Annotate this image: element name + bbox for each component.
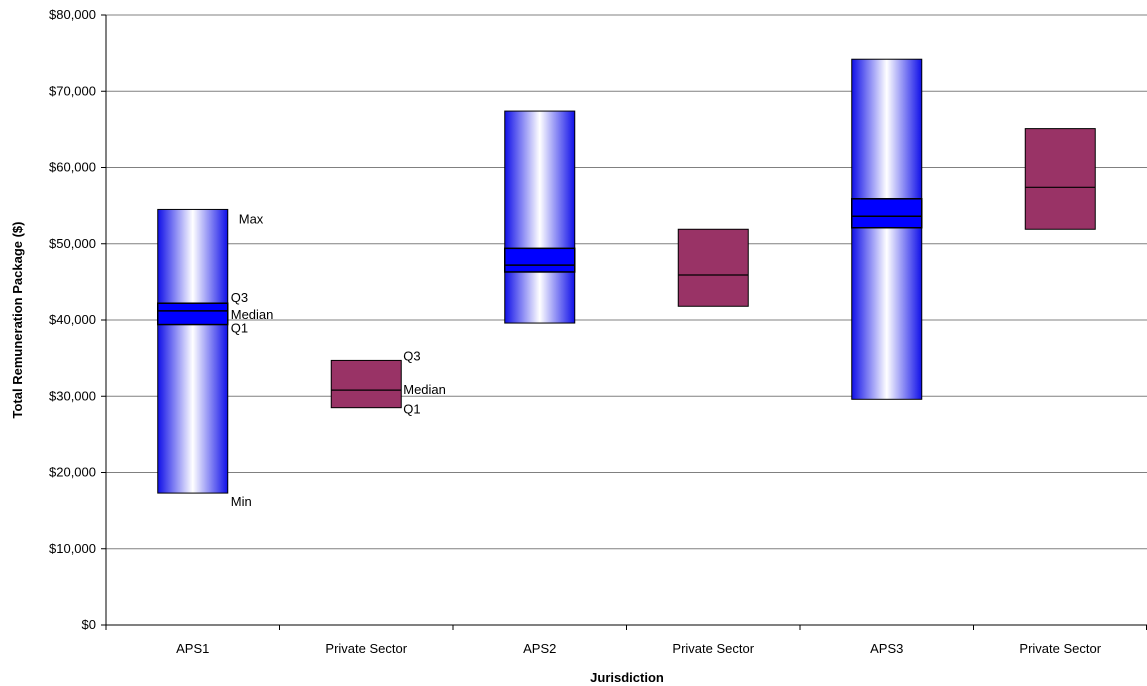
x-tick-label: Private Sector: [325, 641, 407, 656]
y-tick-label: $30,000: [49, 388, 96, 403]
iqr-band: [851, 198, 923, 229]
y-tick-label: $80,000: [49, 7, 96, 22]
y-axis-title: Total Remuneration Package ($): [10, 222, 25, 419]
iqr-box: [1024, 128, 1096, 230]
x-tick-label: APS2: [523, 641, 556, 656]
annotation-q3: Q3: [231, 290, 248, 305]
range-box: [851, 58, 923, 400]
x-tick-label: APS3: [870, 641, 903, 656]
annotation-median: Median: [403, 382, 446, 397]
y-tick-label: $50,000: [49, 236, 96, 251]
annotation-median: Median: [231, 307, 274, 322]
range-box: [504, 110, 576, 324]
x-tick-label: Private Sector: [1019, 641, 1101, 656]
y-tick-label: $0: [82, 617, 96, 632]
iqr-band: [157, 302, 229, 326]
boxes: [157, 58, 1096, 494]
annotation-max: Max: [239, 211, 264, 226]
annotation-q1: Q1: [231, 321, 248, 336]
y-tick-label: $10,000: [49, 541, 96, 556]
y-tick-label: $70,000: [49, 83, 96, 98]
annotation-q1: Q1: [403, 402, 420, 417]
annotation-q3: Q3: [403, 348, 420, 363]
iqr-box: [677, 228, 749, 307]
y-tick-label: $20,000: [49, 465, 96, 480]
y-tick-label: $40,000: [49, 312, 96, 327]
iqr-box: [330, 359, 402, 409]
axes: $0 $10,000 $20,000 $30,000 $40,000 $50,000 $60…: [49, 7, 1147, 656]
iqr-band: [504, 247, 576, 273]
annotation-min: Min: [231, 494, 252, 509]
x-tick-label: Private Sector: [672, 641, 754, 656]
range-box: [157, 208, 229, 494]
y-tick-label: $60,000: [49, 160, 96, 175]
x-tick-label: APS1: [176, 641, 209, 656]
x-axis-title: Jurisdiction: [590, 670, 664, 685]
gridlines: [106, 14, 1147, 550]
